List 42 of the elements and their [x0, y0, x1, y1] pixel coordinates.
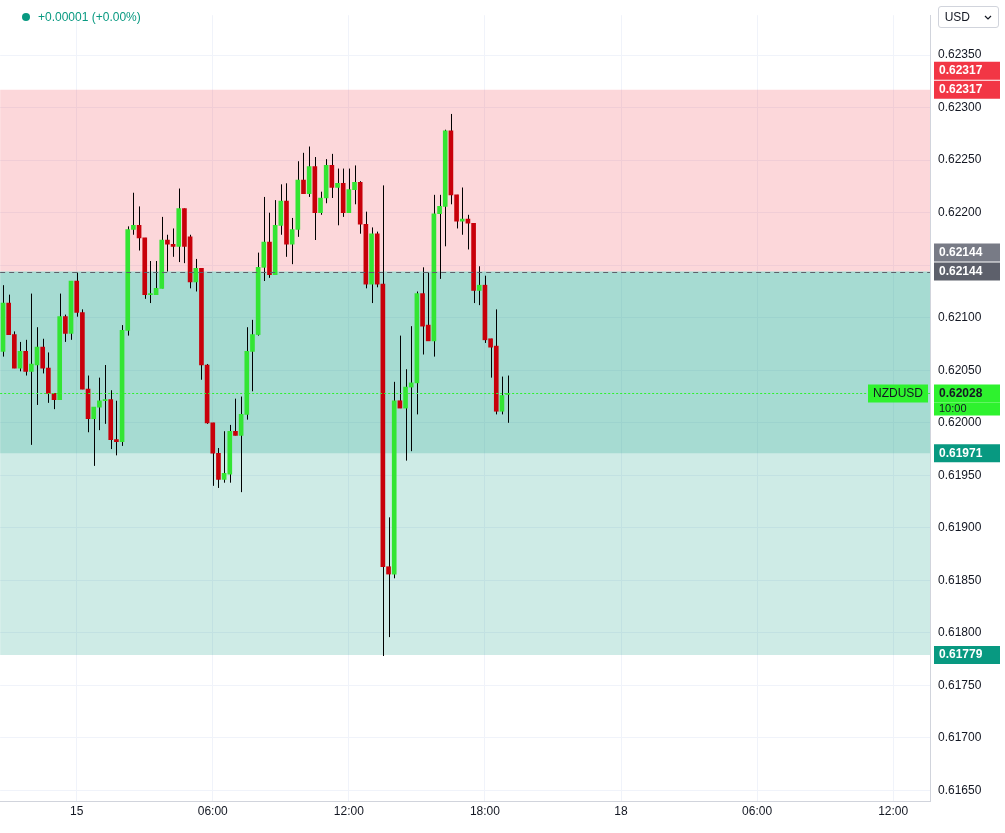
- y-tick-label: 0.61850: [938, 572, 982, 587]
- band-label: 0.61779: [939, 647, 983, 662]
- x-tick-label: 12:00: [878, 803, 909, 818]
- candlestick: [23, 339, 29, 377]
- y-tick-label: 0.61900: [938, 520, 982, 535]
- ref-line-label: 0.62028: [939, 385, 983, 400]
- band-label: 0.61971: [939, 445, 983, 460]
- x-tick-label: 12:00: [333, 803, 365, 818]
- y-tick-label: 0.62000: [938, 415, 982, 430]
- y-tick-label: 0.61750: [938, 677, 982, 692]
- band-label: 0.62317: [939, 82, 983, 97]
- candlestick: [193, 258, 199, 292]
- candlestick: [63, 314, 68, 343]
- x-tick-label: 06:00: [742, 803, 773, 818]
- candlestick: [301, 152, 306, 195]
- y-tick-label: 0.61700: [938, 730, 982, 745]
- text: 0.62144: [939, 244, 983, 259]
- y-tick-label: 0.62250: [938, 152, 982, 167]
- y-tick-label: 0.61950: [938, 467, 982, 482]
- y-tick-label: 0.62050: [938, 362, 982, 377]
- text: 0.62317: [939, 63, 983, 78]
- candlestick: [318, 191, 323, 216]
- candlestick: [91, 406, 97, 467]
- y-tick-label: 0.62350: [938, 47, 982, 62]
- candlestick: [476, 265, 482, 306]
- y-tick-label: 0.62200: [938, 205, 982, 220]
- y-tick-label: 0.61650: [938, 782, 982, 797]
- x-tick-label: 15: [70, 803, 84, 818]
- y-tick-label: 0.62300: [938, 99, 982, 114]
- annotation: NZDUSD: [873, 385, 924, 400]
- candlestick: [233, 398, 238, 436]
- x-tick-label: 06:00: [197, 803, 229, 818]
- y-tick-label: 0.62100: [938, 310, 982, 325]
- y-tick-label: 0.61800: [938, 625, 982, 640]
- x-tick-label: 18:00: [469, 803, 501, 818]
- text: USD: [944, 10, 970, 24]
- annotation: +0.00001 (+0.00%): [38, 10, 141, 24]
- text: 10:00: [939, 401, 967, 414]
- ref-line-label: 0.62144: [939, 263, 983, 278]
- candlestick: [403, 368, 408, 462]
- candlestick: [335, 168, 340, 226]
- x-tick-label: 18: [614, 803, 628, 818]
